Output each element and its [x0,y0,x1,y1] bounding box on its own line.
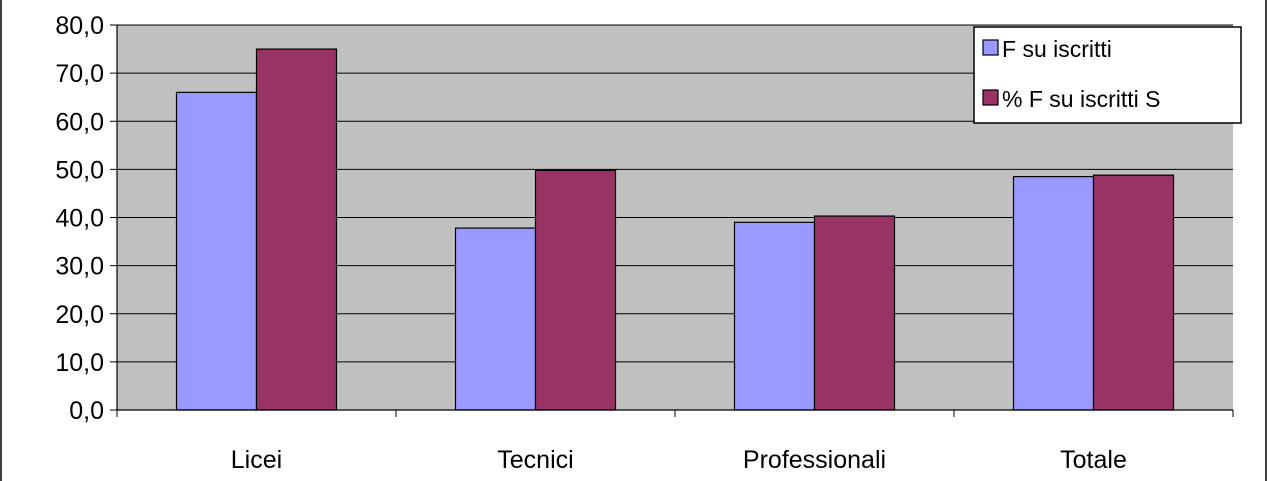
bar-1 [454,227,537,411]
y-tick-label: 50,0 [55,156,104,184]
bars [175,48,1175,411]
y-tick-label: 40,0 [55,205,104,233]
category-label: Professionali [743,446,886,474]
y-tick-label: 80,0 [55,12,104,40]
y-tick-label: 20,0 [55,301,104,329]
bar-1 [1012,175,1095,411]
bar-1 [733,221,816,411]
y-tick-label: 70,0 [55,60,104,88]
legend-label-series-1: F su iscritti [1002,36,1112,62]
bar-1 [175,91,258,411]
legend-swatch-series-2 [982,89,999,106]
category-label: Tecnici [497,446,573,474]
legend: F su iscritti % F su iscritti S [973,26,1242,124]
y-tick-label: 0,0 [69,397,104,425]
bar-2 [534,169,617,411]
category-label: Licei [231,446,282,474]
y-tick-label: 10,0 [55,349,104,377]
bar-2 [255,48,338,411]
axes [110,24,1234,417]
y-tick-labels: 0,0 10,0 20,0 30,0 40,0 50,0 60,0 70,0 80,0 [55,12,104,425]
legend-box [973,26,1242,124]
category-label: Totale [1060,446,1127,474]
bar-2 [1092,174,1175,411]
y-tick-label: 30,0 [55,253,104,281]
legend-swatch-series-1 [982,39,999,56]
category-labels: Licei Tecnici Professionali Totale [231,446,1127,474]
y-tick-label: 60,0 [55,108,104,136]
legend-label-series-2: % F su iscritti S [1002,86,1160,112]
bar-2 [813,215,896,411]
